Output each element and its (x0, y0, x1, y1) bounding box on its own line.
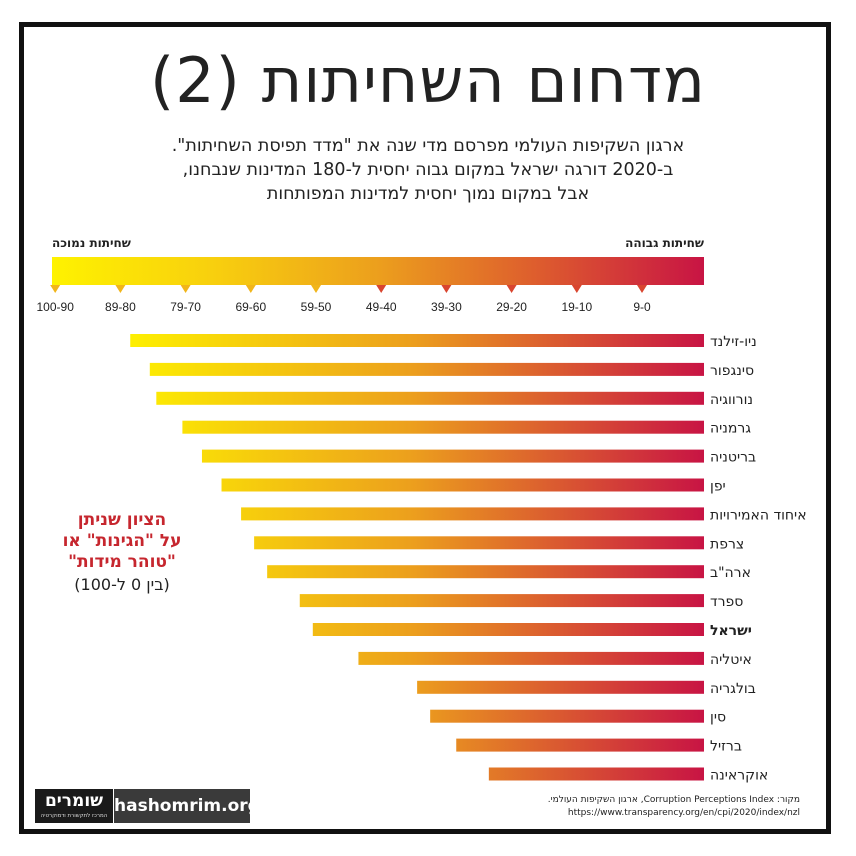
bar-8 (267, 565, 704, 579)
country-label: ישראל (710, 623, 752, 639)
country-label: סינגפור (710, 363, 754, 379)
scale-tick-marker (506, 285, 517, 293)
country-label: יפן (710, 479, 726, 495)
bar-2 (156, 391, 704, 405)
scale-tick-label: 19-10 (561, 300, 592, 314)
bar-1 (149, 362, 705, 376)
scale-gradient-bar (52, 257, 704, 285)
site-link[interactable]: hashomrim.org (114, 789, 260, 823)
country-label: צרפת (710, 536, 744, 552)
country-label: אוקראינה (710, 768, 768, 784)
scale-tick-marker (245, 285, 256, 293)
source-line: מקור: Corruption Perceptions Index, ארגו… (547, 795, 800, 805)
subtitle-line-2: ב-2020 דורגה ישראל במקום גבוה יחסית ל-18… (182, 160, 674, 180)
bar-15 (488, 767, 704, 781)
scale-tick-label: 29-20 (496, 300, 527, 314)
annotation-line-2: על "הגינות" או (62, 531, 182, 551)
scale-tick-label: 49-40 (366, 300, 397, 314)
bar-13 (430, 709, 704, 723)
scale-tick-marker (180, 285, 191, 293)
annotation-line-3: "טוהר מידות" (68, 552, 176, 572)
scale-low-label: שחיתות נמוכה (52, 236, 131, 250)
bar-7 (254, 536, 704, 550)
bar-6 (241, 507, 704, 521)
scale-tick-label: 69-60 (235, 300, 266, 314)
bar-3 (182, 420, 704, 434)
bar-4 (201, 449, 704, 463)
scale-tick-marker (441, 285, 452, 293)
source-url[interactable]: https://www.transparency.org/en/cpi/2020… (567, 808, 800, 818)
bar-9 (299, 594, 704, 608)
bar-11 (358, 651, 704, 665)
shomrim-logo[interactable]: שומרים המרכז לתקשורת ודמוקרטיה (35, 789, 113, 823)
score-annotation: הציון שניתן על "הגינות" או "טוהר מידות" … (34, 510, 210, 596)
scale-tick-label: 9-0 (633, 300, 651, 314)
scale-tick-label: 79-70 (170, 300, 201, 314)
country-label: ברזיל (710, 739, 742, 755)
scale-tick-label: 39-30 (431, 300, 462, 314)
subtitle-line-3: אבל במקום נמוך יחסית למדינות המפותחות (266, 184, 590, 204)
scale-tick-marker (376, 285, 387, 293)
scale-tick-marker (637, 285, 647, 293)
scale-tick-label: 89-80 (105, 300, 136, 314)
annotation-range: (בין 0 ל-100) (74, 575, 170, 594)
bar-5 (221, 478, 704, 492)
page-title: מדחום השחיתות (2) (150, 44, 706, 117)
country-label: איטליה (710, 652, 752, 668)
logo-text: שומרים (44, 791, 104, 811)
scale-tick-marker (50, 285, 61, 293)
country-label: ארה"ב (710, 565, 751, 581)
country-label: נורווגיה (710, 392, 753, 408)
logo-tagline: המרכז לתקשורת ודמוקרטיה (40, 813, 108, 819)
country-label: בולגריה (710, 681, 756, 697)
country-label: בריטניה (710, 450, 756, 466)
annotation-line-1: הציון שניתן (77, 510, 167, 530)
scale-tick-marker (571, 285, 582, 293)
bar-14 (456, 738, 704, 752)
subtitle-line-1: ארגון השקיפות העולמי מפרסם מדי שנה את "מ… (171, 136, 685, 156)
country-label: ניו-זילנד (710, 334, 757, 350)
country-label: גרמניה (710, 421, 751, 437)
bar-12 (417, 680, 704, 694)
bar-10 (312, 623, 704, 636)
country-label: סין (710, 710, 726, 726)
country-label: איחוד האמירויות (710, 507, 807, 523)
scale-tick-marker (115, 285, 126, 293)
scale-tick-marker (311, 285, 321, 293)
scale-high-label: שחיתות גבוהה (625, 236, 704, 250)
scale-tick-label: 100-90 (37, 300, 75, 314)
scale-tick-label: 59-50 (301, 300, 332, 314)
source-note: מקור: Corruption Perceptions Index, ארגו… (500, 794, 800, 820)
country-label: ספרד (710, 594, 743, 610)
bar-0 (130, 334, 705, 347)
subtitle: ארגון השקיפות העולמי מפרסם מדי שנה את "מ… (60, 134, 796, 206)
